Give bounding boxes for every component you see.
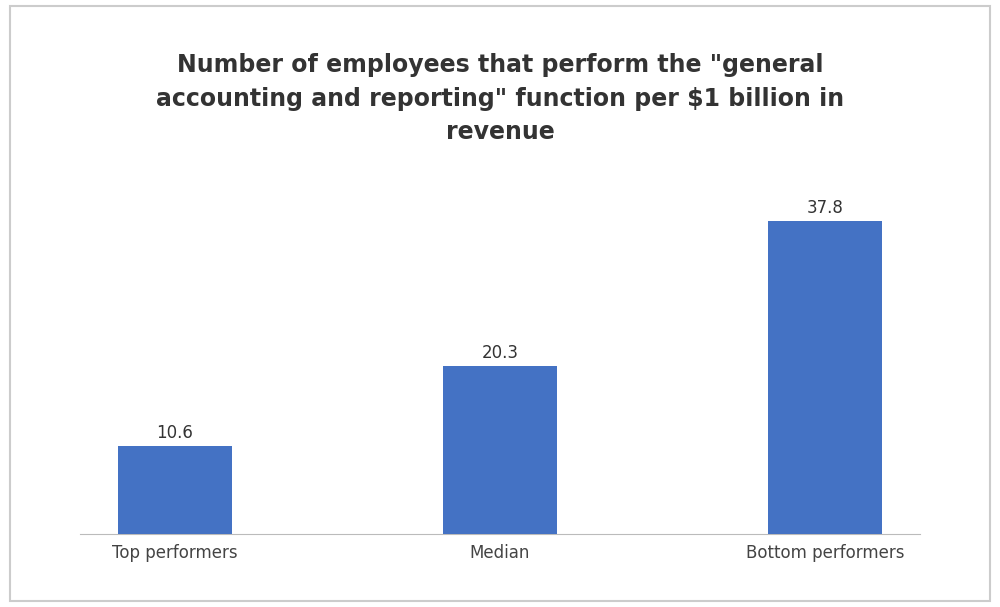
Bar <box>768 222 882 534</box>
Text: 20.3: 20.3 <box>482 344 518 362</box>
Title: Number of employees that perform the "general
accounting and reporting" function: Number of employees that perform the "ge… <box>156 53 844 144</box>
Bar <box>118 446 232 534</box>
Text: 37.8: 37.8 <box>807 199 843 217</box>
Text: 10.6: 10.6 <box>157 424 193 443</box>
Bar <box>443 366 557 534</box>
